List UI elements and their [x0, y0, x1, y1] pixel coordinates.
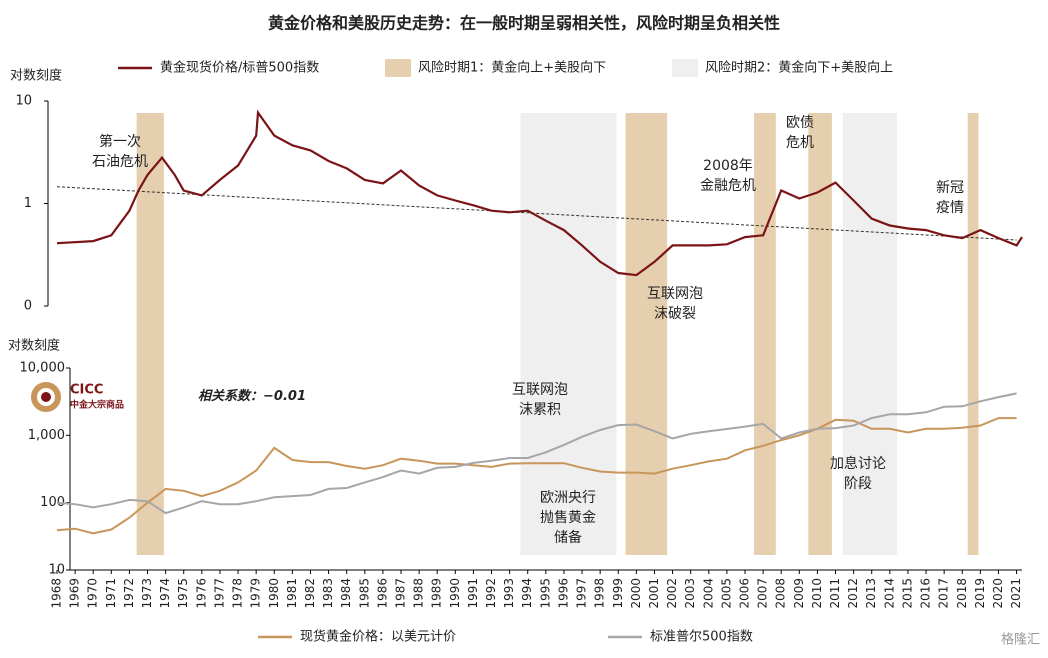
- annotation: 2008年 金融危机: [700, 158, 756, 194]
- x-tick-label: 1992: [484, 578, 498, 609]
- x-tick-label: 1970: [86, 578, 100, 609]
- period-band: [808, 113, 832, 555]
- y-axis-label: 对数刻度: [8, 338, 60, 354]
- x-tick-label: 1969: [68, 578, 82, 609]
- x-tick-label: 1982: [303, 578, 317, 609]
- x-tick-label: 1998: [593, 578, 607, 609]
- x-tick-label: 2010: [810, 578, 824, 609]
- annotation: 相关系数：−0.01: [198, 389, 306, 404]
- legend-swatch: [385, 59, 411, 77]
- x-tick-label: 1973: [140, 578, 154, 609]
- chart-title: 黄金价格和美股历史走势：在一般时期呈弱相关性，风险时期呈负相关性: [268, 14, 780, 33]
- x-tick-label: 2000: [629, 578, 643, 609]
- x-tick-label: 1997: [575, 578, 589, 609]
- x-tick-label: 1981: [285, 578, 299, 609]
- trend-line: [56, 186, 1017, 241]
- x-tick-label: 1976: [194, 578, 208, 609]
- x-tick-label: 2020: [991, 578, 1005, 609]
- x-tick-label: 1993: [502, 578, 516, 609]
- x-tick-label: 2015: [900, 578, 914, 609]
- period-band: [967, 113, 979, 555]
- watermark: 格隆汇: [1001, 632, 1040, 648]
- x-tick-label: 1985: [357, 578, 371, 609]
- x-tick-label: 2002: [665, 578, 679, 609]
- y-tick-label: 10: [15, 94, 32, 109]
- series-line: [56, 417, 1017, 535]
- x-tick-label: 1989: [430, 578, 444, 609]
- x-tick-label: 1980: [267, 578, 281, 609]
- x-tick-label: 1971: [104, 578, 118, 609]
- x-tick-label: 2003: [683, 578, 697, 609]
- annotation: 第一次 石油危机: [92, 134, 148, 170]
- period-band: [136, 113, 164, 555]
- annotation: 新冠 疫情: [936, 180, 964, 216]
- y-tick-label: 0: [24, 299, 32, 314]
- annotation: 欧洲央行 抛售黄金 储备: [540, 490, 596, 546]
- period-band: [754, 113, 776, 555]
- legend-label: 风险时期2：黄金向下+美股向上: [705, 60, 893, 76]
- x-tick-label: 1991: [466, 578, 480, 609]
- x-tick-label: 2006: [737, 578, 751, 609]
- legend-label: 风险时期1：黄金向上+美股向下: [418, 60, 606, 76]
- x-tick-label: 1994: [520, 578, 534, 609]
- x-tick-label: 2014: [882, 578, 896, 609]
- x-tick-label: 2016: [919, 578, 933, 609]
- x-tick-label: 1977: [212, 578, 226, 609]
- x-tick-label: 1995: [538, 578, 552, 609]
- x-tick-label: 2011: [828, 578, 842, 609]
- y-tick-label: 1: [24, 196, 32, 211]
- y-axis-label: 对数刻度: [10, 68, 62, 84]
- y-tick-label: 10,000: [20, 361, 66, 376]
- legend-label: 标准普尔500指数: [650, 630, 753, 645]
- legend-label: 现货黄金价格：以美元计价: [300, 629, 456, 645]
- x-tick-label: 1975: [176, 578, 190, 609]
- legend-label: 黄金现货价格/标普500指数: [160, 60, 319, 76]
- x-tick-label: 2012: [846, 578, 860, 609]
- logo-icon: [41, 392, 51, 402]
- x-tick-label: 1986: [375, 578, 389, 609]
- x-tick-label: 1988: [412, 578, 426, 609]
- period-band: [842, 113, 898, 555]
- x-tick-label: 1983: [321, 578, 335, 609]
- x-tick-label: 2009: [792, 578, 806, 609]
- legend-swatch: [672, 59, 698, 77]
- x-tick-label: 1984: [339, 578, 353, 609]
- x-tick-label: 1978: [231, 578, 245, 609]
- logo-sub: 中金大宗商品: [70, 399, 124, 411]
- x-tick-label: 2019: [973, 578, 987, 609]
- series-line: [56, 109, 1023, 277]
- x-tick-label: 1968: [50, 578, 64, 609]
- x-tick-label: 2007: [756, 578, 770, 609]
- x-tick-label: 2021: [1009, 578, 1023, 609]
- x-tick-label: 2013: [864, 578, 878, 609]
- x-tick-label: 1987: [393, 578, 407, 609]
- annotation: 欧债 危机: [786, 115, 814, 151]
- x-tick-label: 2001: [647, 578, 661, 609]
- x-tick-label: 1999: [611, 578, 625, 609]
- x-tick-label: 2005: [719, 578, 733, 609]
- annotation: 互联网泡 沫破裂: [647, 286, 703, 322]
- x-tick-label: 2017: [937, 578, 951, 609]
- x-tick-label: 2004: [701, 578, 715, 609]
- period-band: [520, 113, 617, 555]
- x-tick-label: 1972: [122, 578, 136, 609]
- y-tick-label: 1,000: [28, 428, 65, 443]
- x-tick-label: 1974: [158, 578, 172, 609]
- x-tick-label: 2018: [955, 578, 969, 609]
- x-tick-label: 2008: [774, 578, 788, 609]
- period-band: [625, 113, 668, 555]
- series-line: [56, 392, 1017, 515]
- logo-icon: [31, 382, 61, 412]
- x-tick-label: 1990: [448, 578, 462, 609]
- annotation: 加息讨论 阶段: [830, 456, 886, 492]
- x-tick-label: 1979: [249, 578, 263, 609]
- y-tick-label: 100: [40, 495, 65, 510]
- x-tick-label: 1996: [556, 578, 570, 609]
- annotation: 互联网泡 沫累积: [512, 382, 568, 418]
- logo-name: CICC: [70, 383, 103, 398]
